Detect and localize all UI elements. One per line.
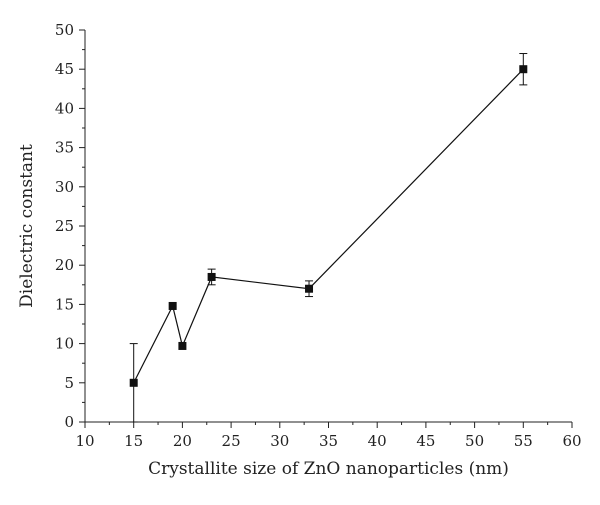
y-tick-label: 10 — [55, 335, 74, 353]
y-tick-label: 30 — [55, 178, 74, 196]
x-tick-label: 15 — [124, 432, 143, 450]
x-tick-label: 40 — [368, 432, 387, 450]
y-tick-label: 5 — [64, 374, 74, 392]
y-axis-title: Dielectric constant — [17, 144, 37, 308]
x-tick-label: 45 — [416, 432, 435, 450]
x-tick-label: 55 — [514, 432, 533, 450]
data-point — [519, 65, 528, 74]
x-tick-label: 30 — [270, 432, 289, 450]
y-tick-label: 50 — [55, 21, 74, 39]
y-tick-label: 20 — [55, 256, 74, 274]
data-point — [168, 301, 177, 310]
data-point — [178, 341, 187, 350]
x-tick-label: 10 — [75, 432, 94, 450]
data-point — [129, 378, 138, 387]
x-axis-ticks: 10 15 20 25 30 35 40 45 50 55 60 — [75, 422, 582, 450]
y-axis-ticks: 0 5 10 15 20 25 30 35 40 45 50 — [55, 21, 85, 431]
y-tick-label: 35 — [55, 139, 74, 157]
y-tick-label: 45 — [55, 60, 74, 78]
x-tick-label: 50 — [465, 432, 484, 450]
series-line — [133, 68, 524, 384]
y-tick-label: 0 — [64, 413, 74, 431]
data-point — [207, 272, 216, 281]
x-tick-label: 25 — [222, 432, 241, 450]
data-series — [133, 68, 524, 384]
y-tick-label: 40 — [55, 99, 74, 117]
data-markers — [129, 65, 528, 387]
data-point — [305, 284, 314, 293]
x-tick-label: 35 — [319, 432, 338, 450]
plot-frame — [84, 30, 572, 423]
x-tick-label: 20 — [173, 432, 192, 450]
x-axis-title: Crystallite size of ZnO nanoparticles (n… — [148, 459, 509, 479]
y-tick-label: 15 — [55, 295, 74, 313]
error-bars — [129, 53, 528, 423]
x-tick-label: 60 — [562, 432, 581, 450]
y-tick-label: 25 — [55, 217, 74, 235]
